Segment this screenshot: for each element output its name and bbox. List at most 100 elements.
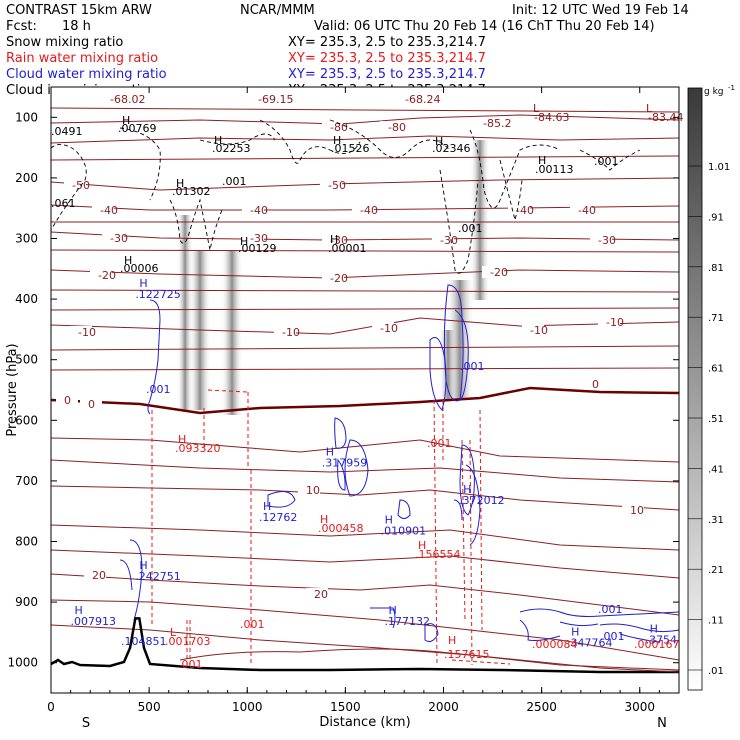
extremum-marker: H bbox=[122, 114, 130, 127]
y-tick-label: 700 bbox=[15, 474, 38, 488]
isotherm-label: -30 bbox=[110, 232, 128, 245]
isotherm-label-bg bbox=[70, 326, 92, 338]
colorbar-label: .21 bbox=[708, 565, 724, 576]
contour-value-label: -83.44 bbox=[648, 111, 683, 124]
max-value-label: .242751 bbox=[135, 570, 181, 583]
rain-contour bbox=[461, 439, 466, 621]
max-h-label: H bbox=[75, 604, 83, 617]
y-tick-label: 100 bbox=[15, 110, 38, 124]
rain-contour bbox=[433, 399, 438, 666]
contour-value-label: -85.2 bbox=[483, 117, 511, 130]
field-xy: XY= 235.3, 2.5 to 235.3,214.7 bbox=[288, 51, 486, 66]
isotherm-label: -40 bbox=[100, 204, 118, 217]
cloud-water-contour bbox=[519, 619, 561, 641]
cloud-ice-contour bbox=[259, 119, 361, 164]
isotherm-label-bg bbox=[298, 484, 320, 496]
cloud-water-contour bbox=[459, 444, 475, 516]
contour-value-label: .00129 bbox=[238, 242, 277, 255]
isotherm-label-bg bbox=[274, 326, 296, 338]
cloud-water-contour bbox=[453, 499, 463, 521]
isotherm-label-bg bbox=[432, 234, 454, 246]
isotherm-label-bg bbox=[84, 569, 106, 581]
contour-value-label: .00001 bbox=[328, 242, 367, 255]
y-tick-label: 200 bbox=[15, 171, 38, 185]
max-value-label: .12762 bbox=[259, 511, 298, 524]
isotherm-label-bg bbox=[322, 272, 344, 284]
extremum-marker: L bbox=[170, 626, 177, 639]
isotherm-label: -40 bbox=[578, 204, 596, 217]
isotherm-label-bg bbox=[570, 204, 592, 216]
contour-value-label: .00769 bbox=[118, 122, 157, 135]
cloud-ice-contour bbox=[439, 169, 479, 274]
colorbar-label: .51 bbox=[708, 414, 724, 425]
cloud-water-contour bbox=[443, 284, 464, 402]
contour-value-label: -68.24 bbox=[405, 93, 440, 106]
isotherm-line bbox=[50, 135, 680, 144]
isotherm-label: -40 bbox=[516, 204, 534, 217]
rain-contour bbox=[469, 439, 473, 666]
cloud-water-contour bbox=[337, 458, 346, 491]
contour-value-label: .061 bbox=[51, 197, 76, 210]
max-value-label: .372012 bbox=[459, 494, 505, 507]
isotherm-label-bg bbox=[80, 398, 102, 410]
isotherm-label: 0 bbox=[64, 394, 71, 407]
plot-area: -80 -80-50 -50-40 -40 -40 -40 -40-30 -30 -30 -30-… bbox=[50, 86, 683, 694]
colorbar: 1.01 .91 .81 .71 .61 .51 .41 .31 .21 .11 .01 g kg -1 bbox=[687, 84, 735, 691]
isotherm-label-bg bbox=[598, 316, 620, 328]
y-tick-label: 400 bbox=[15, 292, 38, 306]
isotherm-line bbox=[50, 459, 680, 483]
isotherm-line bbox=[179, 648, 680, 673]
south-label: S bbox=[82, 716, 90, 731]
contour-value-label: .157615 bbox=[444, 648, 490, 661]
cloud-ice-contour bbox=[499, 159, 523, 221]
extremum-marker: H bbox=[178, 433, 186, 446]
contour-value-label: .093320 bbox=[175, 442, 221, 455]
isotherm-label: -10 bbox=[282, 326, 300, 339]
cloud-ice-contour bbox=[119, 127, 161, 201]
extremum-marker: H bbox=[333, 134, 341, 147]
model-center: NCAR/MMM bbox=[240, 3, 315, 18]
isotherm-line bbox=[50, 485, 680, 511]
cloud-water-contour bbox=[599, 623, 680, 633]
cloud-ice-contour bbox=[329, 119, 451, 158]
y-tick-label: 500 bbox=[15, 353, 38, 367]
contour-value-label: .01526 bbox=[331, 142, 370, 155]
max-value-label: .177132 bbox=[385, 615, 431, 628]
isotherm-label: 0 bbox=[592, 378, 599, 391]
contour-value-label: -68.02 bbox=[110, 93, 145, 106]
isotherm-label-bg bbox=[242, 232, 264, 244]
isotherm-label: -10 bbox=[78, 326, 96, 339]
isotherm-line bbox=[50, 249, 680, 253]
isotherm-line bbox=[50, 549, 680, 579]
x-tick-label: 2000 bbox=[428, 700, 459, 714]
rain-contour bbox=[479, 409, 483, 631]
colorbar-label: .81 bbox=[708, 263, 724, 274]
isotherm-label-bg bbox=[380, 121, 402, 133]
contour-value-label: .104851 bbox=[121, 635, 167, 648]
colorbar-label: .61 bbox=[708, 364, 724, 375]
cloud-water-contour bbox=[370, 607, 396, 629]
field-name: Rain water mixing ratio bbox=[6, 51, 158, 66]
contour-value-label: -69.15 bbox=[258, 93, 293, 106]
isotherm-label-bg bbox=[64, 179, 86, 191]
isotherm-label: -30 bbox=[440, 234, 458, 247]
isotherm-label-bg bbox=[90, 269, 112, 281]
y-tick-label: 600 bbox=[15, 413, 38, 427]
isotherm-label-bg bbox=[306, 588, 328, 600]
cloud-water-contour bbox=[465, 464, 481, 546]
isotherm-label-bg bbox=[590, 234, 612, 246]
cloud-water-contour bbox=[619, 633, 661, 643]
cloud-water-contour bbox=[424, 623, 439, 642]
contour-value-label: .001 bbox=[222, 175, 247, 188]
isotherm-label-bg bbox=[56, 394, 78, 406]
cloud-ice-contour bbox=[579, 149, 641, 171]
contour-value-label: .001 bbox=[600, 630, 625, 643]
contour-value-label: .001 bbox=[458, 222, 483, 235]
isotherm-label-bg bbox=[92, 204, 114, 216]
isotherm-label: 20 bbox=[92, 569, 106, 582]
contour-value-label: .02346 bbox=[432, 142, 471, 155]
max-value-label: .317959 bbox=[322, 456, 368, 469]
extremum-marker: H bbox=[124, 254, 132, 267]
y-axis-label: Pressure (hPa) bbox=[5, 343, 20, 436]
